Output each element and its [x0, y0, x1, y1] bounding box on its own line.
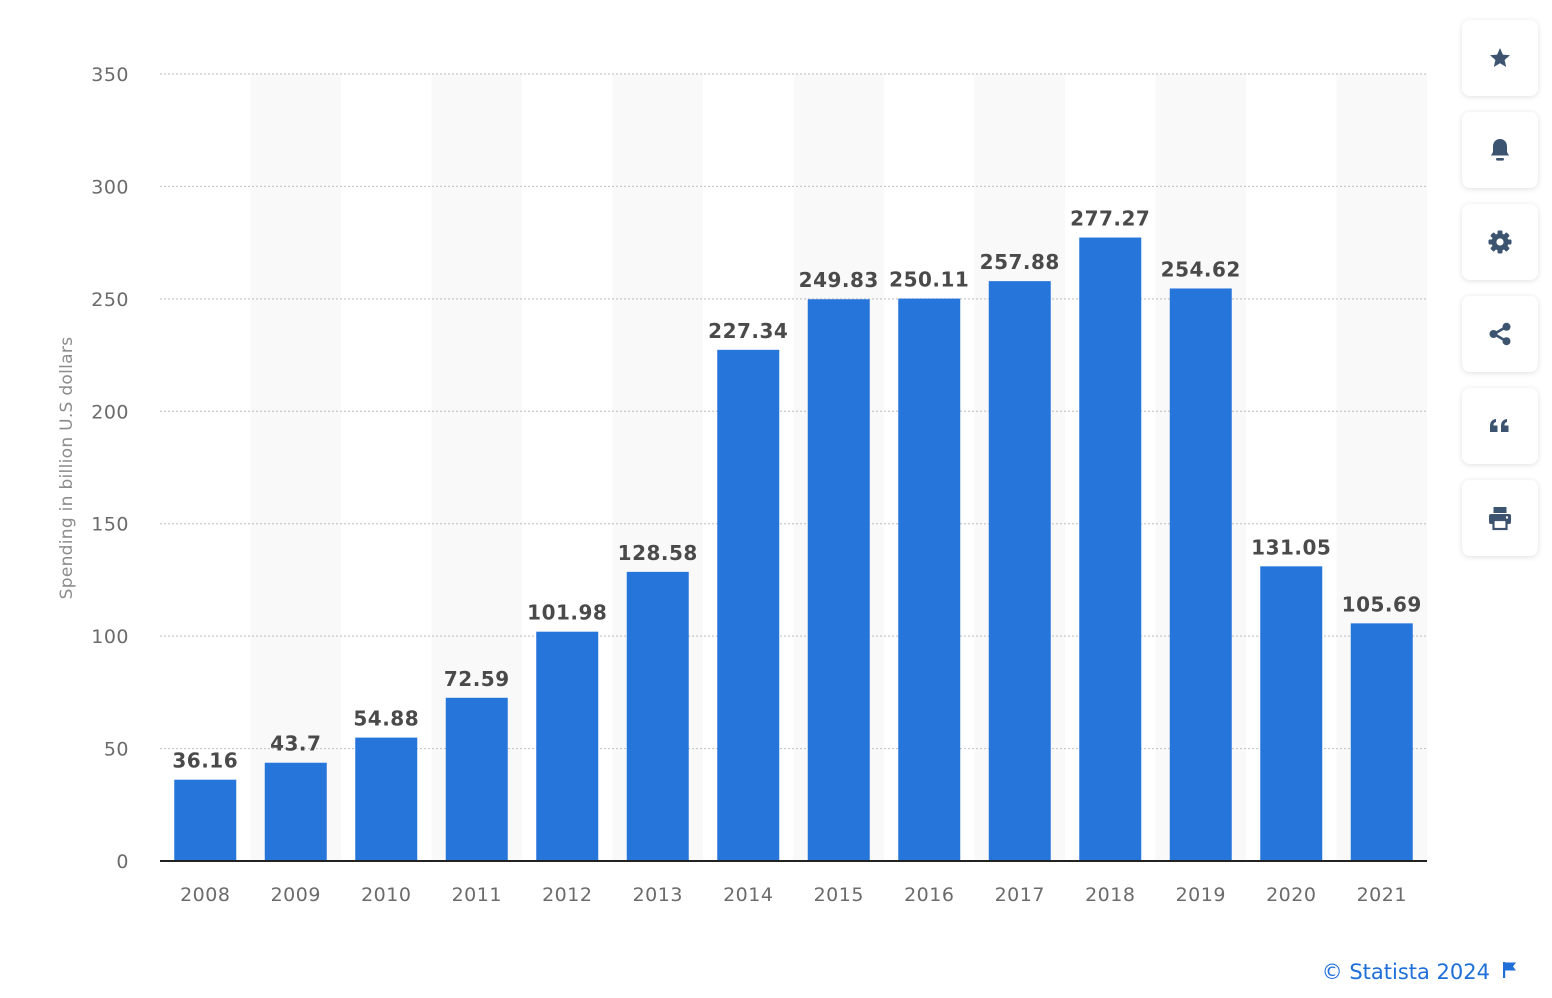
gridlines [160, 73, 1427, 750]
data-label: 72.59 [444, 667, 510, 691]
y-tick-label: 300 [91, 176, 129, 198]
x-tick-label: 2013 [633, 884, 683, 906]
chart-area: 0 50 100 150 200 250 300 350 36.16 43.7 54.88 72.5… [57, 64, 1427, 906]
notification-button[interactable] [1462, 112, 1538, 188]
data-label: 43.7 [270, 732, 321, 756]
bar[interactable] [1079, 237, 1142, 862]
data-label: 54.88 [353, 707, 419, 731]
bar[interactable] [445, 697, 508, 861]
bar[interactable] [536, 631, 599, 861]
bell-icon [1491, 139, 1509, 161]
data-label: 277.27 [1070, 207, 1150, 231]
data-label: 128.58 [618, 541, 698, 565]
x-axis-ticks: 2008 2009 2010 2011 2012 2013 2014 2015 2016 2017… [180, 884, 1407, 906]
bar[interactable] [1260, 566, 1323, 861]
bar[interactable] [626, 571, 689, 861]
source-credit[interactable]: © Statista 2024 [1322, 960, 1518, 984]
x-tick-label: 2019 [1176, 884, 1226, 906]
bar[interactable] [264, 762, 327, 861]
gear-icon [1488, 230, 1512, 254]
y-tick-label: 0 [116, 851, 129, 873]
bar[interactable] [1350, 623, 1413, 861]
flag-icon[interactable] [1502, 960, 1518, 984]
x-tick-label: 2021 [1357, 884, 1407, 906]
star-icon [1490, 48, 1510, 67]
data-labels: 36.16 43.7 54.88 72.59 101.98 128.58 227.34 249… [172, 207, 1421, 773]
x-tick-label: 2020 [1266, 884, 1316, 906]
x-tick-label: 2018 [1085, 884, 1135, 906]
bar[interactable] [988, 281, 1051, 861]
data-label: 131.05 [1251, 535, 1331, 559]
y-axis-ticks: 0 50 100 150 200 250 300 350 [91, 64, 129, 873]
data-label: 249.83 [799, 268, 879, 292]
source-text[interactable]: © Statista 2024 [1321, 960, 1490, 984]
bar[interactable] [898, 298, 961, 861]
data-label: 101.98 [527, 601, 607, 625]
print-button[interactable] [1462, 480, 1538, 556]
share-icon [1489, 322, 1511, 346]
bar[interactable] [355, 737, 418, 861]
data-label: 227.34 [708, 319, 788, 343]
bar[interactable] [717, 349, 780, 861]
x-tick-label: 2015 [814, 884, 864, 906]
y-tick-label: 100 [91, 626, 129, 648]
y-axis-title: Spending in billion U.S dollars [57, 337, 77, 600]
data-label: 105.69 [1342, 592, 1422, 616]
chart-toolbar [1462, 20, 1538, 572]
quote-icon [1490, 419, 1509, 432]
y-tick-label: 200 [91, 401, 129, 423]
bars [174, 237, 1413, 862]
bar-chart: 0 50 100 150 200 250 300 350 36.16 43.7 54.88 72.5… [57, 64, 1427, 906]
y-tick-label: 50 [104, 739, 129, 761]
data-label: 36.16 [172, 749, 238, 773]
x-tick-label: 2010 [361, 884, 411, 906]
y-tick-label: 350 [91, 64, 129, 86]
bar[interactable] [807, 299, 870, 862]
bar[interactable] [174, 779, 237, 861]
data-label: 250.11 [889, 268, 969, 292]
share-button[interactable] [1462, 296, 1538, 372]
column-stripe [250, 74, 341, 861]
bar[interactable] [1169, 288, 1232, 861]
y-tick-label: 250 [91, 289, 129, 311]
printer-icon [1489, 507, 1511, 531]
settings-button[interactable] [1462, 204, 1538, 280]
favorite-button[interactable] [1462, 20, 1538, 96]
x-tick-label: 2011 [452, 884, 502, 906]
x-tick-label: 2012 [542, 884, 592, 906]
data-label: 254.62 [1161, 257, 1241, 281]
x-tick-label: 2016 [904, 884, 954, 906]
x-tick-label: 2009 [271, 884, 321, 906]
x-tick-label: 2014 [723, 884, 773, 906]
cite-button[interactable] [1462, 388, 1538, 464]
x-tick-label: 2017 [995, 884, 1045, 906]
data-label: 257.88 [980, 250, 1060, 274]
y-tick-label: 150 [91, 514, 129, 536]
x-tick-label: 2008 [180, 884, 230, 906]
